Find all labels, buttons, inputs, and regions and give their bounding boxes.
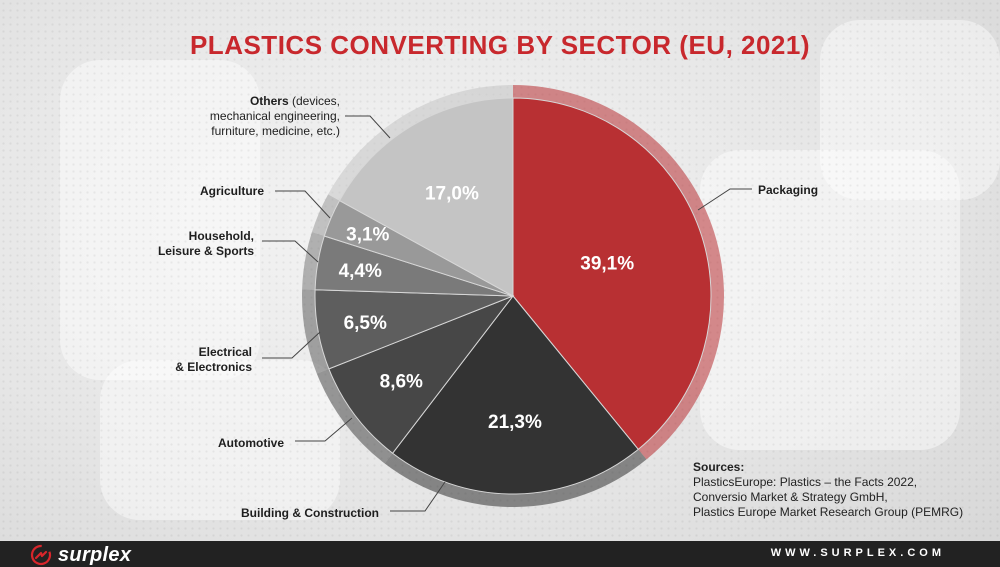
pie-slice: [338, 97, 514, 297]
slice-value-label: 3,1%: [346, 225, 389, 246]
leader-line: [262, 240, 319, 263]
pie-slice: [328, 294, 515, 454]
source-line: Conversio Market & Strategy GmbH,: [693, 490, 888, 504]
pie-slices: [314, 97, 712, 495]
slice-value-label: 6,5%: [344, 313, 387, 334]
slice-value-label: 8,6%: [380, 371, 423, 392]
leader-line: [275, 190, 331, 219]
website-url[interactable]: WWW.SURPLEX.COM: [770, 547, 945, 559]
slice-value-label: 39,1%: [580, 253, 634, 274]
surplex-logo[interactable]: surplex: [30, 544, 131, 566]
label-packaging: Packaging: [758, 183, 819, 197]
leader-line: [262, 331, 321, 359]
pie-slice: [512, 97, 712, 451]
leader-line: [345, 115, 391, 139]
leader-line: [295, 417, 353, 442]
surplex-logo-icon: [30, 544, 52, 566]
label-household-leisure-sports: Household, Leisure & Sports: [157, 229, 254, 258]
label-agriculture: Agriculture: [200, 184, 265, 198]
sources-heading: Sources:: [693, 460, 745, 474]
label-electrical-electronics: Electrical & Electronics: [175, 345, 252, 374]
value-labels: 39,1% 21,3% 8,6% 6,5% 4,4% 3,1% 17,0%: [339, 184, 635, 433]
leader-line: [390, 481, 446, 512]
label-building-construction: Building & Construction: [241, 506, 379, 520]
slice-value-label: 4,4%: [339, 261, 382, 282]
pie-slice: [391, 295, 639, 495]
leader-line: [697, 188, 752, 211]
leader-lines: [262, 115, 752, 512]
slice-value-label: 21,3%: [488, 412, 542, 433]
sources-note: Sources: PlasticsEurope: Plastics – the …: [693, 460, 963, 520]
label-automotive: Automotive: [218, 436, 284, 450]
brand-name: surplex: [58, 543, 132, 566]
label-others: Others (devices, mechanical engineering,…: [209, 94, 340, 138]
source-line: Plastics Europe Market Research Group (P…: [693, 505, 964, 519]
slice-value-label: 17,0%: [425, 184, 479, 205]
source-line: PlasticsEurope: Plastics – the Facts 202…: [693, 475, 918, 489]
footer-bar: [0, 541, 1000, 567]
chart-title: PLASTICS CONVERTING BY SECTOR (EU, 2021): [189, 30, 811, 60]
